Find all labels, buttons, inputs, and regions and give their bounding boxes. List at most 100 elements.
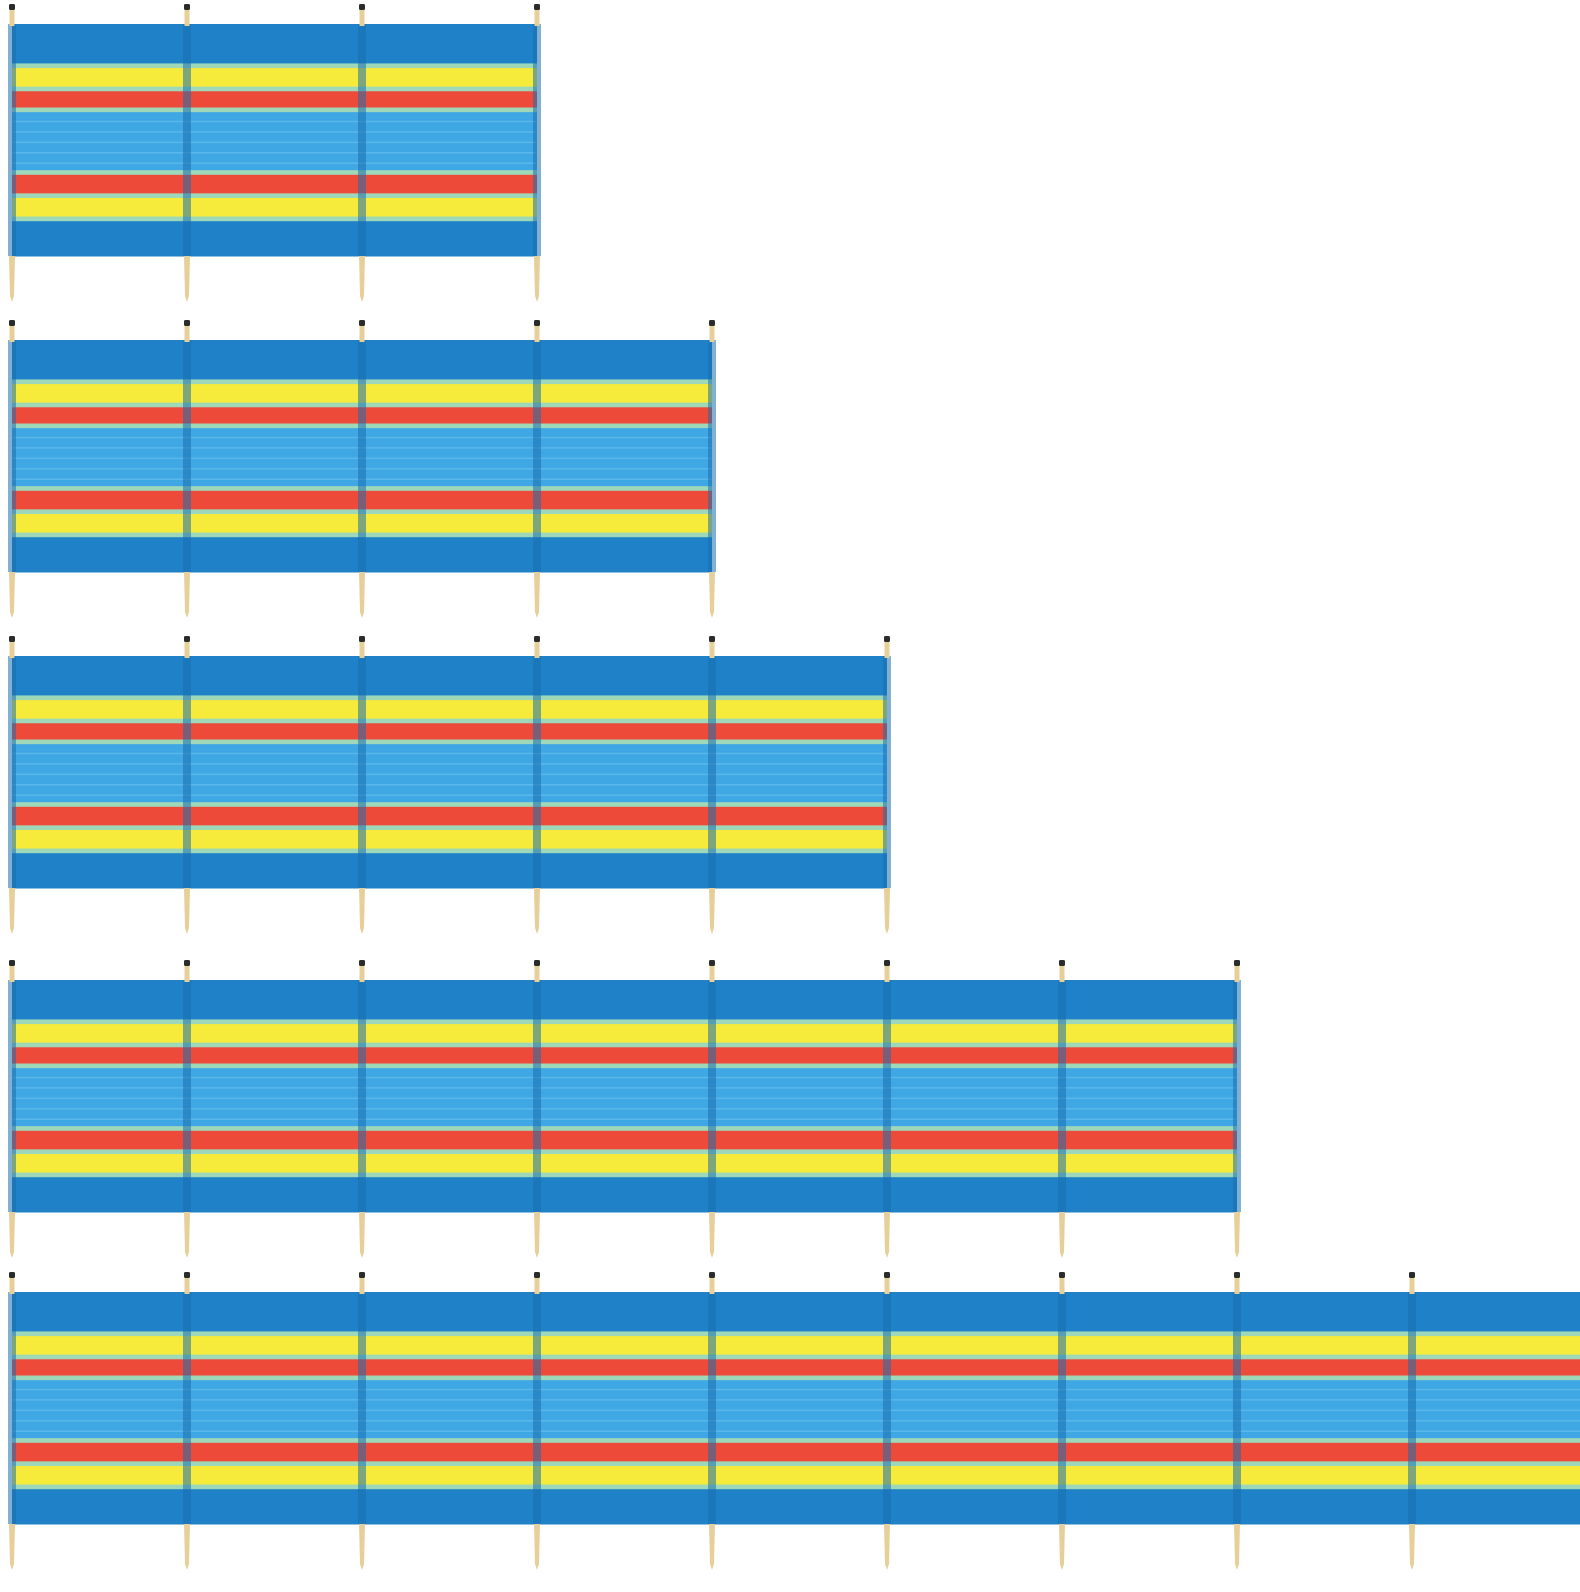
fabric-stripe xyxy=(12,1063,1237,1069)
pole-sleeve xyxy=(533,340,541,572)
fabric-stripe xyxy=(12,1126,1237,1132)
pole-sleeve xyxy=(8,24,16,256)
pole-stake xyxy=(9,888,15,934)
fabric-stripe xyxy=(12,1438,1580,1444)
pole-top xyxy=(9,1276,15,1294)
pole-sleeve xyxy=(533,980,541,1212)
pole-stake xyxy=(9,256,15,302)
windbreak-pole xyxy=(1058,1272,1066,1570)
windbreak-pole xyxy=(1058,960,1066,1258)
pole-stake xyxy=(709,572,715,618)
fabric-stripe xyxy=(12,1461,1580,1467)
pole-cap xyxy=(9,1272,15,1278)
windbreak-pole xyxy=(883,960,891,1258)
fabric-stripe xyxy=(12,91,537,109)
fabric-stripe xyxy=(12,1331,1580,1337)
windbreak-pole xyxy=(1233,960,1241,1258)
fabric-stripe xyxy=(12,1042,1237,1048)
pole-stake xyxy=(184,1212,190,1258)
pole-cap xyxy=(1234,1272,1240,1278)
windbreak-pole xyxy=(533,1272,541,1570)
pole-sleeve xyxy=(708,340,716,572)
pole-top xyxy=(184,324,190,342)
fabric-stripe xyxy=(12,1019,1237,1025)
pole-top xyxy=(359,964,365,982)
pole-top xyxy=(884,640,890,658)
pole-stake xyxy=(9,572,15,618)
fabric-stripe xyxy=(12,24,537,64)
pole-stake xyxy=(709,888,715,934)
pole-stake xyxy=(534,888,540,934)
pole-sleeve xyxy=(883,980,891,1212)
pole-top xyxy=(184,1276,190,1294)
pole-sleeve xyxy=(533,1292,541,1524)
fabric-stripe xyxy=(12,1172,1237,1178)
pole-cap xyxy=(359,1272,365,1278)
pole-sleeve xyxy=(183,24,191,256)
pole-sleeve xyxy=(1058,980,1066,1212)
fabric-stripe xyxy=(12,221,537,257)
windbreak-pole xyxy=(1408,1272,1416,1570)
fabric-stripe xyxy=(12,170,537,176)
pole-top xyxy=(9,324,15,342)
windbreak-pole xyxy=(708,636,716,934)
pole-sleeve xyxy=(708,1292,716,1524)
fabric-stripe xyxy=(12,1442,1580,1462)
windbreak-7-panel xyxy=(8,960,1241,1258)
fabric-stripe xyxy=(12,68,537,88)
pole-cap xyxy=(184,1272,190,1278)
fabric-stripe xyxy=(12,739,887,745)
pole-sleeve xyxy=(8,656,16,888)
pole-sleeve xyxy=(1408,1292,1416,1524)
pole-top xyxy=(9,640,15,658)
pole-top xyxy=(9,964,15,982)
windbreak-pole xyxy=(8,1272,16,1570)
pole-sleeve xyxy=(883,656,891,888)
fabric-stripe xyxy=(12,656,887,696)
pole-stake xyxy=(1059,1524,1065,1570)
pole-top xyxy=(1409,1276,1415,1294)
fabric-stripe xyxy=(12,853,887,889)
pole-top xyxy=(359,324,365,342)
pole-sleeve xyxy=(533,656,541,888)
pole-stake xyxy=(534,256,540,302)
fabric-stripe xyxy=(12,1375,1580,1381)
pole-cap xyxy=(9,320,15,326)
pole-top xyxy=(1059,964,1065,982)
fabric-stripe xyxy=(12,107,537,113)
pole-cap xyxy=(9,960,15,966)
windbreak-pole xyxy=(183,320,191,618)
pole-top xyxy=(709,1276,715,1294)
pole-cap xyxy=(709,320,715,326)
pole-top xyxy=(184,640,190,658)
pole-cap xyxy=(184,320,190,326)
pole-cap xyxy=(9,4,15,10)
fabric-stripe xyxy=(12,1484,1580,1490)
windbreak-pole xyxy=(358,636,366,934)
pole-top xyxy=(534,1276,540,1294)
fabric-stripe xyxy=(12,216,537,222)
pole-cap xyxy=(359,320,365,326)
pole-cap xyxy=(359,960,365,966)
windbreak-pole xyxy=(533,636,541,934)
pole-cap xyxy=(534,636,540,642)
pole-stake xyxy=(359,572,365,618)
fabric-stripe xyxy=(12,1489,1580,1525)
pole-top xyxy=(709,324,715,342)
fabric-stripe xyxy=(12,700,887,720)
pole-stake xyxy=(1059,1212,1065,1258)
pole-top xyxy=(534,964,540,982)
fabric-stripe xyxy=(12,695,887,701)
windbreak-5-panel xyxy=(8,636,891,934)
fabric-stripe xyxy=(12,1177,1237,1213)
windbreak-pole xyxy=(708,960,716,1258)
pole-stake xyxy=(709,1524,715,1570)
fabric-stripe xyxy=(12,1359,1580,1377)
pole-sleeve xyxy=(358,24,366,256)
fabric-stripe xyxy=(12,193,537,199)
pole-cap xyxy=(1409,1272,1415,1278)
windbreak-pole xyxy=(183,960,191,1258)
windbreak-pole xyxy=(8,636,16,934)
windbreak-pole xyxy=(183,1272,191,1570)
pole-stake xyxy=(359,1212,365,1258)
